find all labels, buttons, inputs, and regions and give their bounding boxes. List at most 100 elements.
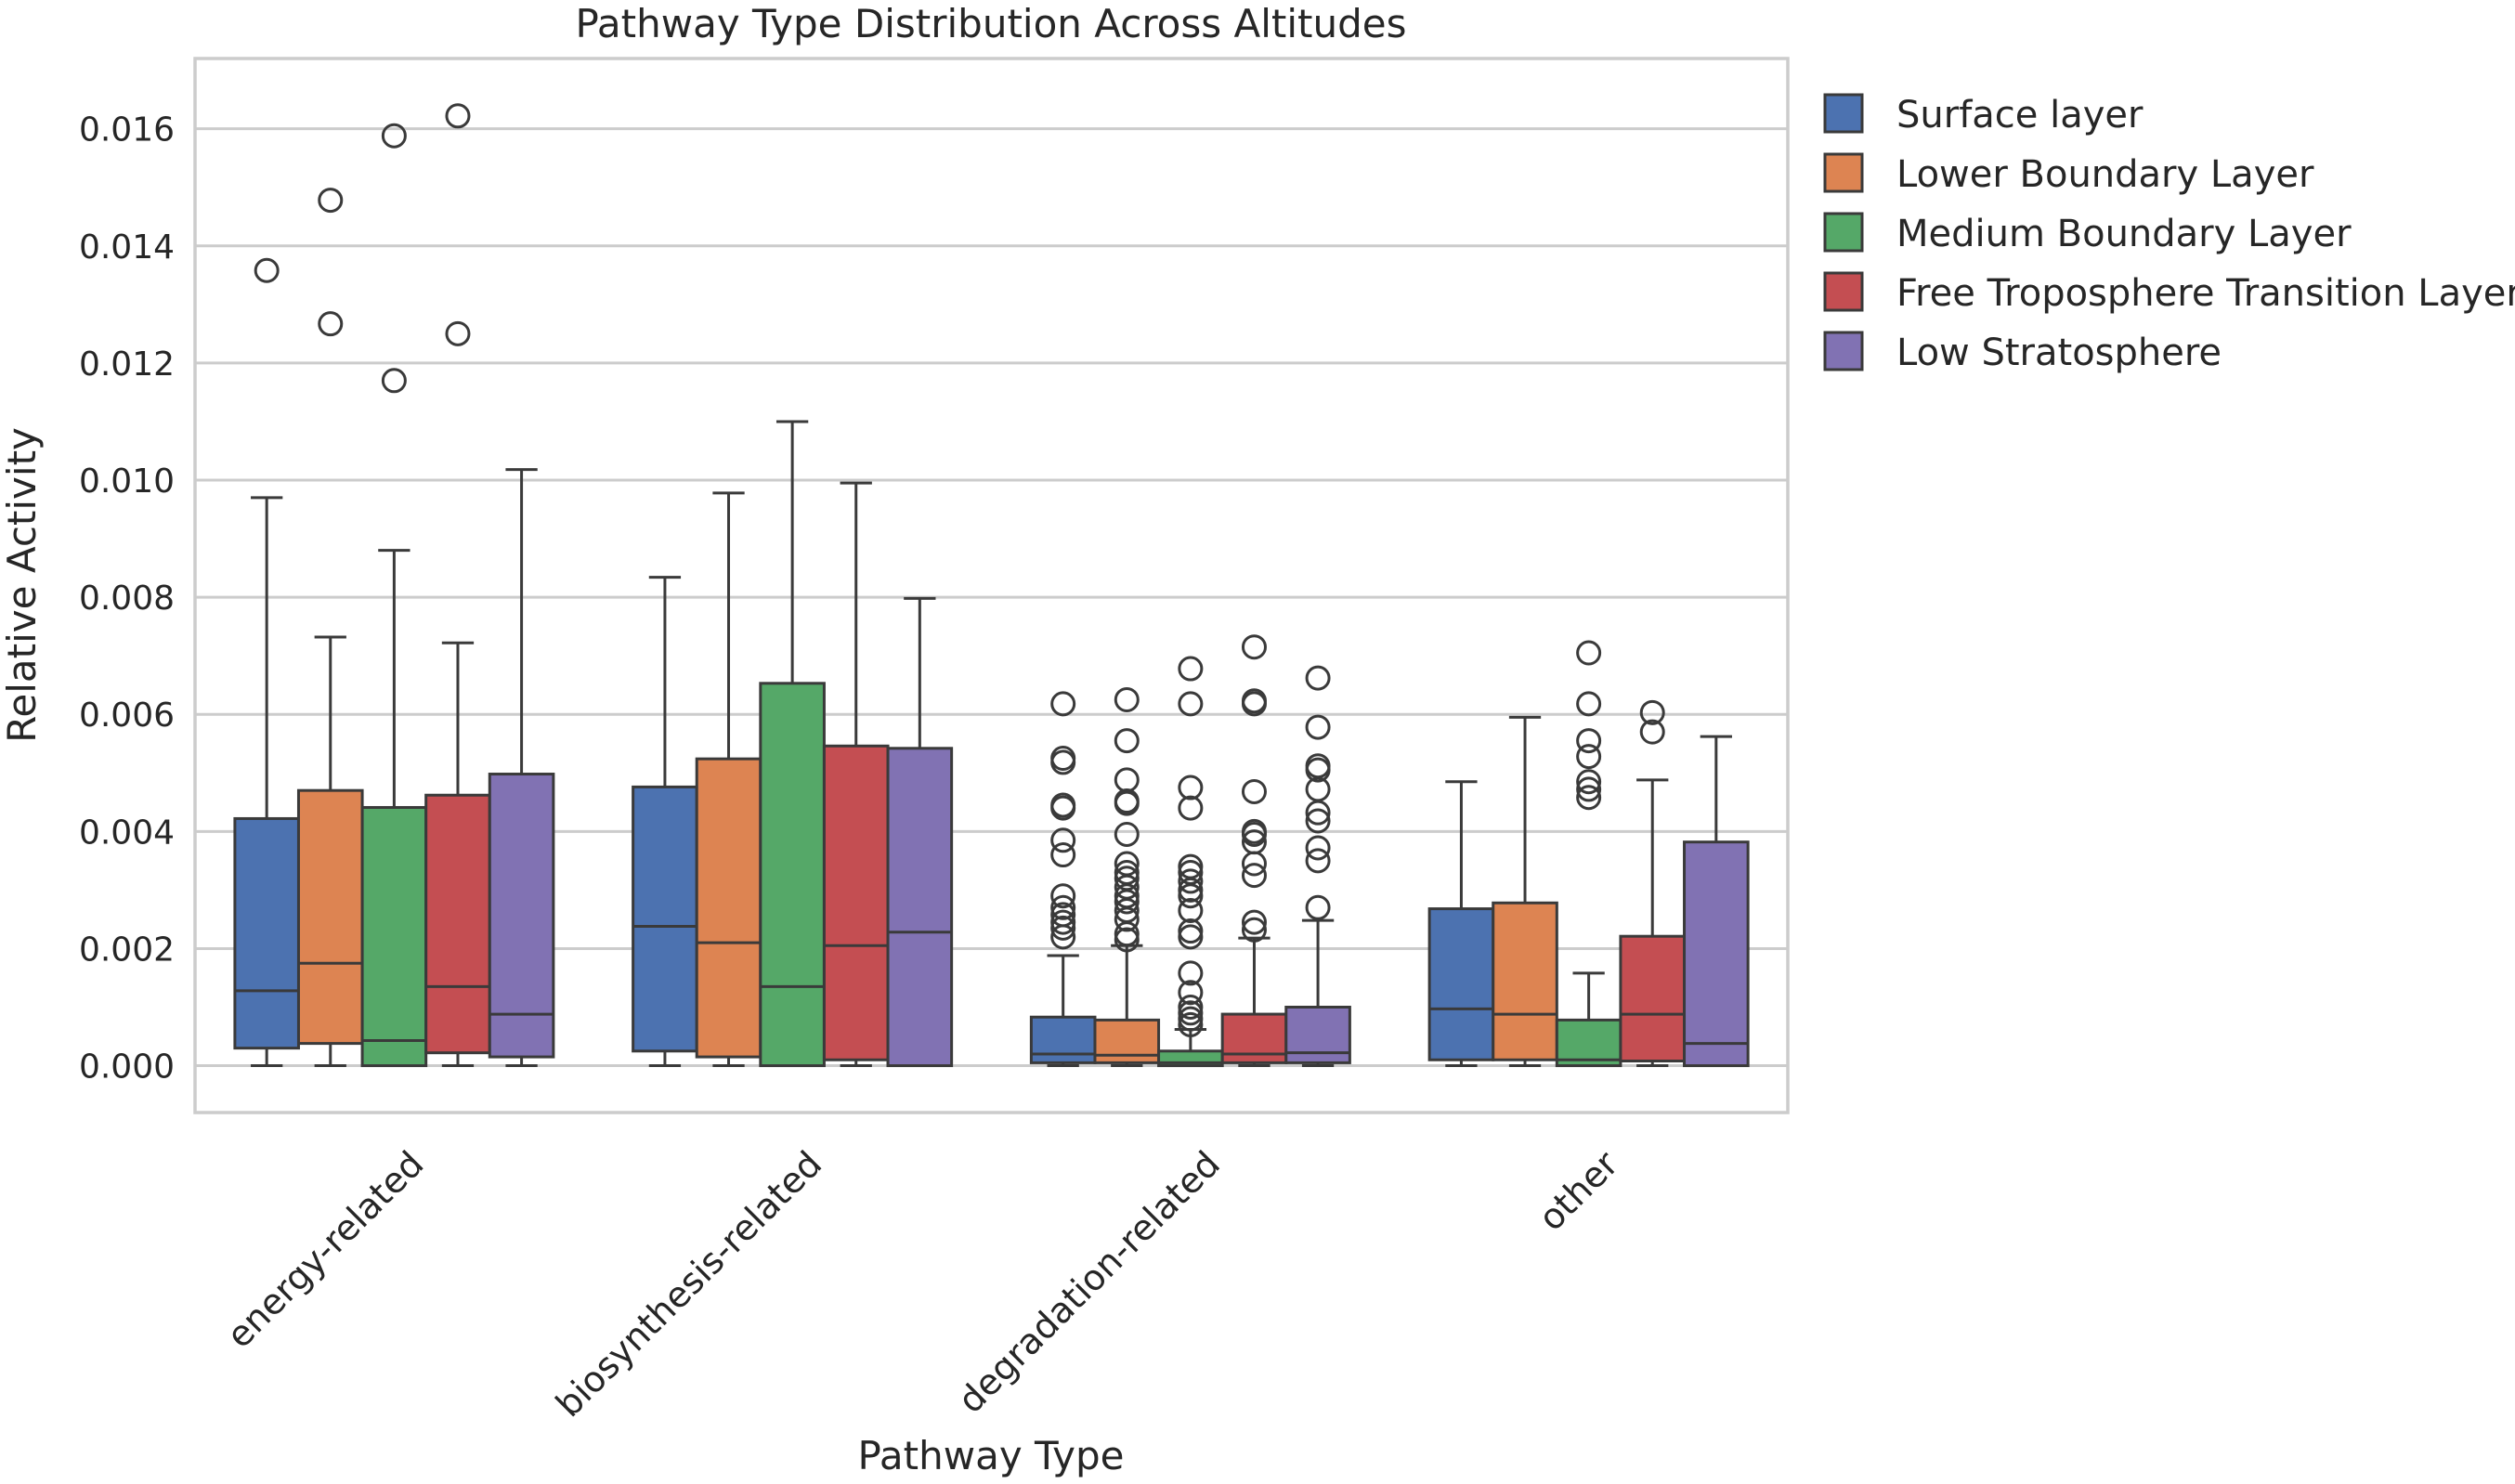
outlier-point xyxy=(318,311,344,337)
box-1-2 xyxy=(759,420,826,1068)
legend-item: Surface layer xyxy=(1823,93,2144,137)
outlier-point xyxy=(1114,821,1140,847)
outlier-point xyxy=(1305,835,1331,861)
outlier-point xyxy=(1305,757,1331,783)
legend-swatch xyxy=(1823,212,1864,253)
y-tick-label: 0.002 xyxy=(79,931,175,969)
x-tick-label: other xyxy=(1531,1143,1626,1239)
outlier-point xyxy=(1178,656,1204,682)
outlier-point xyxy=(1305,800,1331,826)
box-iqr xyxy=(360,805,428,1068)
box-iqr xyxy=(1555,1018,1622,1068)
legend-item: Lower Boundary Layer xyxy=(1823,152,2314,196)
outlier-point xyxy=(1241,634,1267,660)
outlier-point xyxy=(1576,640,1602,666)
box-groups xyxy=(233,103,1750,1068)
x-tick-label: energy-related xyxy=(219,1143,432,1356)
box-iqr xyxy=(822,744,890,1061)
outlier-point xyxy=(445,103,471,129)
y-axis-title: Relative Activity xyxy=(0,427,45,743)
outlier-point xyxy=(1241,821,1267,847)
y-tick-label: 0.000 xyxy=(79,1048,175,1087)
outlier-point xyxy=(1114,927,1140,953)
outlier-point xyxy=(1639,719,1665,745)
outlier-point xyxy=(1576,691,1602,717)
box-3-2 xyxy=(1555,640,1622,1068)
box-3-0 xyxy=(1427,780,1495,1068)
outlier-point xyxy=(254,257,280,283)
box-iqr xyxy=(1284,1006,1351,1064)
outlier-point xyxy=(1241,917,1267,943)
box-0-2 xyxy=(360,123,428,1068)
y-axis-ticks: 0.000 0.002 0.004 0.006 0.008 0.010 0.012 0.014… xyxy=(79,111,175,1087)
outlier-point xyxy=(1305,714,1331,740)
box-2-3 xyxy=(1220,634,1288,1068)
outlier-point xyxy=(1050,691,1076,717)
y-tick-label: 0.010 xyxy=(79,462,175,501)
box-iqr xyxy=(233,816,300,1050)
y-tick-label: 0.008 xyxy=(79,579,175,618)
box-iqr xyxy=(1029,1015,1097,1064)
category-group-degradation-related xyxy=(1029,634,1351,1068)
outlier-point xyxy=(1050,749,1076,775)
box-2-1 xyxy=(1093,686,1161,1068)
outlier-point xyxy=(1241,691,1267,717)
outlier-point xyxy=(1241,851,1267,877)
outlier-point xyxy=(1050,827,1076,853)
legend: Surface layer Lower Boundary Layer Medium … xyxy=(1823,93,2515,374)
outlier-point xyxy=(1178,1006,1204,1032)
box-2-4 xyxy=(1284,665,1351,1068)
outlier-point xyxy=(1178,1011,1204,1037)
outlier-point xyxy=(1241,778,1267,804)
outlier-point xyxy=(1576,769,1602,795)
box-iqr xyxy=(695,757,762,1059)
box-iqr xyxy=(296,788,364,1046)
outlier-point xyxy=(445,320,471,346)
outlier-point xyxy=(1114,686,1140,712)
outlier-point xyxy=(1305,894,1331,920)
outlier-point xyxy=(1050,842,1076,868)
box-1-4 xyxy=(886,596,954,1068)
outlier-point xyxy=(381,123,407,149)
box-iqr xyxy=(424,793,491,1055)
outlier-point xyxy=(1178,918,1204,944)
outlier-point xyxy=(1305,848,1331,874)
legend-swatch xyxy=(1823,331,1864,371)
outlier-point xyxy=(1639,699,1665,725)
outlier-point xyxy=(1114,921,1140,947)
outlier-point xyxy=(381,368,407,394)
box-3-3 xyxy=(1619,699,1687,1068)
box-1-1 xyxy=(695,491,762,1068)
y-tick-label: 0.006 xyxy=(79,696,175,735)
category-group-other xyxy=(1427,640,1750,1068)
outlier-point xyxy=(1178,960,1204,986)
category-group-biosynthesis-related xyxy=(632,420,954,1068)
outlier-point xyxy=(1050,795,1076,821)
box-iqr xyxy=(759,682,826,1068)
legend-label: Medium Boundary Layer xyxy=(1896,213,2352,255)
outlier-point xyxy=(1178,775,1204,801)
box-iqr xyxy=(1427,907,1495,1061)
outlier-point xyxy=(1178,795,1204,821)
outlier-point xyxy=(318,188,344,214)
outlier-point xyxy=(1050,909,1076,935)
legend-label: Lower Boundary Layer xyxy=(1896,153,2314,196)
x-tick-label: degradation-related xyxy=(950,1143,1228,1421)
x-axis-title: Pathway Type xyxy=(857,1433,1124,1478)
outlier-point xyxy=(1576,785,1602,811)
outlier-point xyxy=(1114,906,1140,932)
outlier-point xyxy=(1178,980,1204,1006)
y-tick-label: 0.012 xyxy=(79,345,175,384)
legend-item: Low Stratosphere xyxy=(1823,331,2222,374)
box-1-3 xyxy=(822,481,890,1068)
outlier-point xyxy=(1576,728,1602,754)
legend-label: Surface layer xyxy=(1896,94,2144,137)
outlier-point xyxy=(1241,909,1267,935)
outlier-point xyxy=(1576,776,1602,802)
legend-swatch xyxy=(1823,93,1864,134)
outlier-point xyxy=(1050,924,1076,950)
legend-item: Medium Boundary Layer xyxy=(1823,212,2352,255)
outlier-point xyxy=(1178,897,1204,923)
box-iqr xyxy=(886,747,954,1068)
outlier-point xyxy=(1241,863,1267,889)
